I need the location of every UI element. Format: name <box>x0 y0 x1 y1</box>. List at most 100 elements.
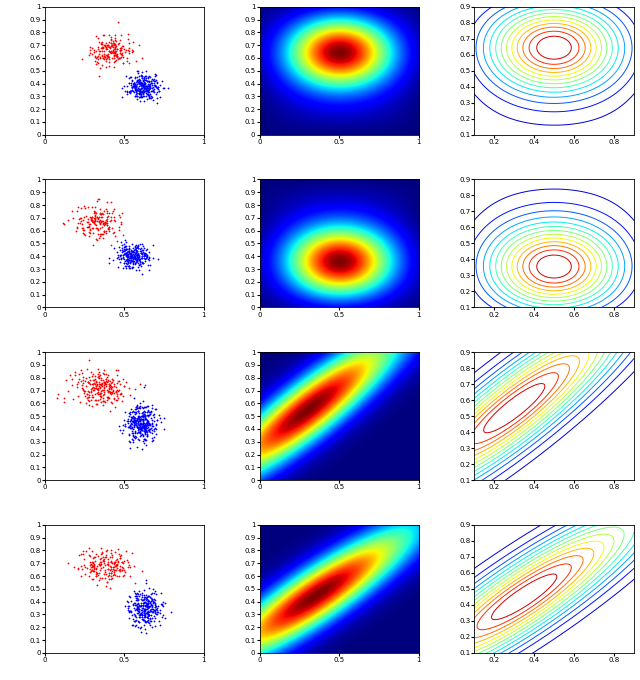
Point <box>145 259 155 270</box>
Point <box>104 207 114 218</box>
Point <box>104 387 115 398</box>
Point <box>128 249 138 260</box>
Point <box>121 44 131 55</box>
Point <box>70 370 80 381</box>
Point <box>92 567 102 578</box>
Point <box>131 245 141 256</box>
Point <box>125 420 136 431</box>
Point <box>100 397 110 408</box>
Point <box>141 413 151 424</box>
Point <box>118 58 128 69</box>
Point <box>94 71 104 82</box>
Point <box>126 422 136 433</box>
Point <box>152 609 162 620</box>
Point <box>111 46 121 56</box>
Point <box>134 87 145 98</box>
Point <box>132 75 142 86</box>
Point <box>100 580 111 591</box>
Point <box>99 226 109 237</box>
Point <box>95 558 106 569</box>
Point <box>132 65 143 76</box>
Point <box>106 33 116 44</box>
Point <box>141 94 152 105</box>
Point <box>102 214 113 224</box>
Point <box>129 414 139 425</box>
Point <box>131 604 141 615</box>
Point <box>138 90 148 101</box>
Point <box>122 258 132 269</box>
Point <box>139 424 149 435</box>
Point <box>158 596 168 607</box>
Point <box>75 218 85 228</box>
Point <box>138 422 148 432</box>
Point <box>88 216 98 227</box>
Point <box>140 78 150 89</box>
Point <box>138 426 148 437</box>
Point <box>136 424 146 435</box>
Point <box>126 252 136 262</box>
Point <box>136 90 147 101</box>
Point <box>142 607 152 617</box>
Point <box>113 16 123 27</box>
Point <box>127 406 137 417</box>
Point <box>106 573 116 583</box>
Point <box>115 560 125 571</box>
Point <box>129 77 139 88</box>
Point <box>90 379 100 390</box>
Point <box>118 252 128 262</box>
Point <box>145 80 155 90</box>
Point <box>138 75 148 86</box>
Point <box>140 74 150 85</box>
Point <box>139 594 149 605</box>
Point <box>152 87 162 98</box>
Point <box>141 81 151 92</box>
Point <box>138 245 148 256</box>
Point <box>103 559 113 570</box>
Point <box>145 91 155 102</box>
Point <box>129 416 139 427</box>
Point <box>124 248 134 258</box>
Point <box>138 88 148 99</box>
Point <box>107 388 117 398</box>
Point <box>144 93 154 104</box>
Point <box>143 410 154 421</box>
Point <box>115 253 125 264</box>
Point <box>136 609 147 620</box>
Point <box>125 85 136 96</box>
Point <box>108 48 118 58</box>
Point <box>135 418 145 428</box>
Point <box>88 205 99 216</box>
Point <box>134 605 144 616</box>
Point <box>97 377 107 388</box>
Point <box>116 549 126 560</box>
Point <box>87 214 97 225</box>
Point <box>122 415 132 426</box>
Point <box>87 562 97 573</box>
Point <box>129 78 140 88</box>
Point <box>136 72 147 83</box>
Point <box>143 583 154 594</box>
Point <box>99 364 109 375</box>
Point <box>85 211 95 222</box>
Point <box>111 560 121 571</box>
Point <box>147 418 157 429</box>
Point <box>133 433 143 444</box>
Point <box>104 570 114 581</box>
Point <box>100 218 111 228</box>
Point <box>125 420 136 431</box>
Point <box>141 426 151 437</box>
Point <box>147 86 157 97</box>
Point <box>125 250 136 261</box>
Point <box>84 374 95 385</box>
Point <box>108 36 118 47</box>
Point <box>147 399 157 410</box>
Point <box>91 46 101 56</box>
Point <box>129 255 140 266</box>
Point <box>138 80 148 90</box>
Point <box>124 383 134 394</box>
Point <box>126 250 136 261</box>
Point <box>133 607 143 618</box>
Point <box>131 432 141 443</box>
Point <box>115 211 125 222</box>
Point <box>84 386 94 397</box>
